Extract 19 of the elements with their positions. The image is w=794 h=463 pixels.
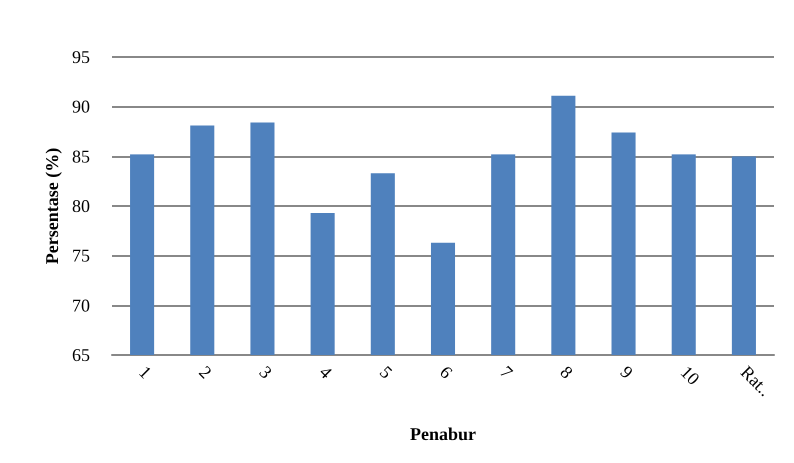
y-tick-label: 70 bbox=[72, 295, 90, 316]
y-tick-label: 80 bbox=[72, 196, 90, 216]
x-tick-label: 6 bbox=[436, 362, 456, 382]
y-tick-label: 65 bbox=[72, 345, 90, 365]
y-tick-label: 95 bbox=[72, 47, 90, 67]
x-tick-label: 5 bbox=[376, 362, 396, 382]
x-tick-label: 7 bbox=[496, 362, 517, 382]
y-tick-label: 90 bbox=[72, 96, 90, 117]
x-tick-label: 9 bbox=[616, 362, 637, 382]
x-axis-title: Penabur bbox=[410, 424, 476, 444]
y-axis-title: Persentase (%) bbox=[42, 148, 62, 264]
x-tick-label: 10 bbox=[676, 362, 704, 389]
x-tick-label: 4 bbox=[316, 362, 336, 382]
y-tick-label: 85 bbox=[72, 146, 90, 166]
x-tick-label: 2 bbox=[195, 362, 216, 382]
x-tick-label: 8 bbox=[556, 362, 577, 382]
x-tick-label: 1 bbox=[135, 362, 156, 382]
y-tick-label: 75 bbox=[72, 246, 90, 266]
x-tick-label: 3 bbox=[255, 362, 276, 382]
